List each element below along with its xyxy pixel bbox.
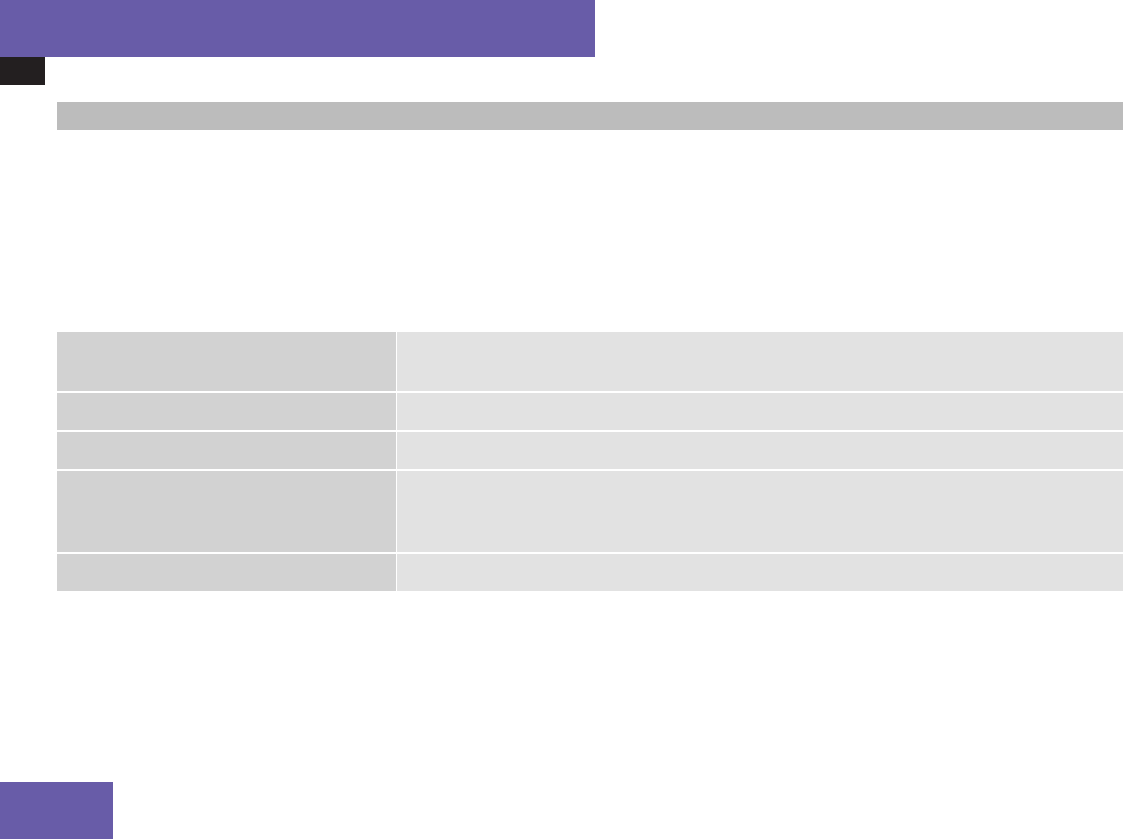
table-cell-value [397,332,1123,391]
table-cell-value [397,393,1123,430]
chapter-marker [0,57,45,85]
table-cell-value [397,432,1123,469]
table-row [57,471,1123,552]
header-bar [0,0,595,57]
section-heading-bar [57,102,1123,130]
table-cell-label [57,432,396,469]
table-cell-label [57,471,396,552]
table-cell-label [57,393,396,430]
table-cell-label [57,554,396,591]
table-cell-label [57,332,396,391]
table-cell-value [397,471,1123,552]
table-row [57,432,1123,469]
table-cell-value [397,554,1123,591]
page-number-tab [0,782,113,839]
info-table [57,332,1123,593]
table-row [57,393,1123,430]
table-row [57,332,1123,391]
table-row [57,554,1123,591]
